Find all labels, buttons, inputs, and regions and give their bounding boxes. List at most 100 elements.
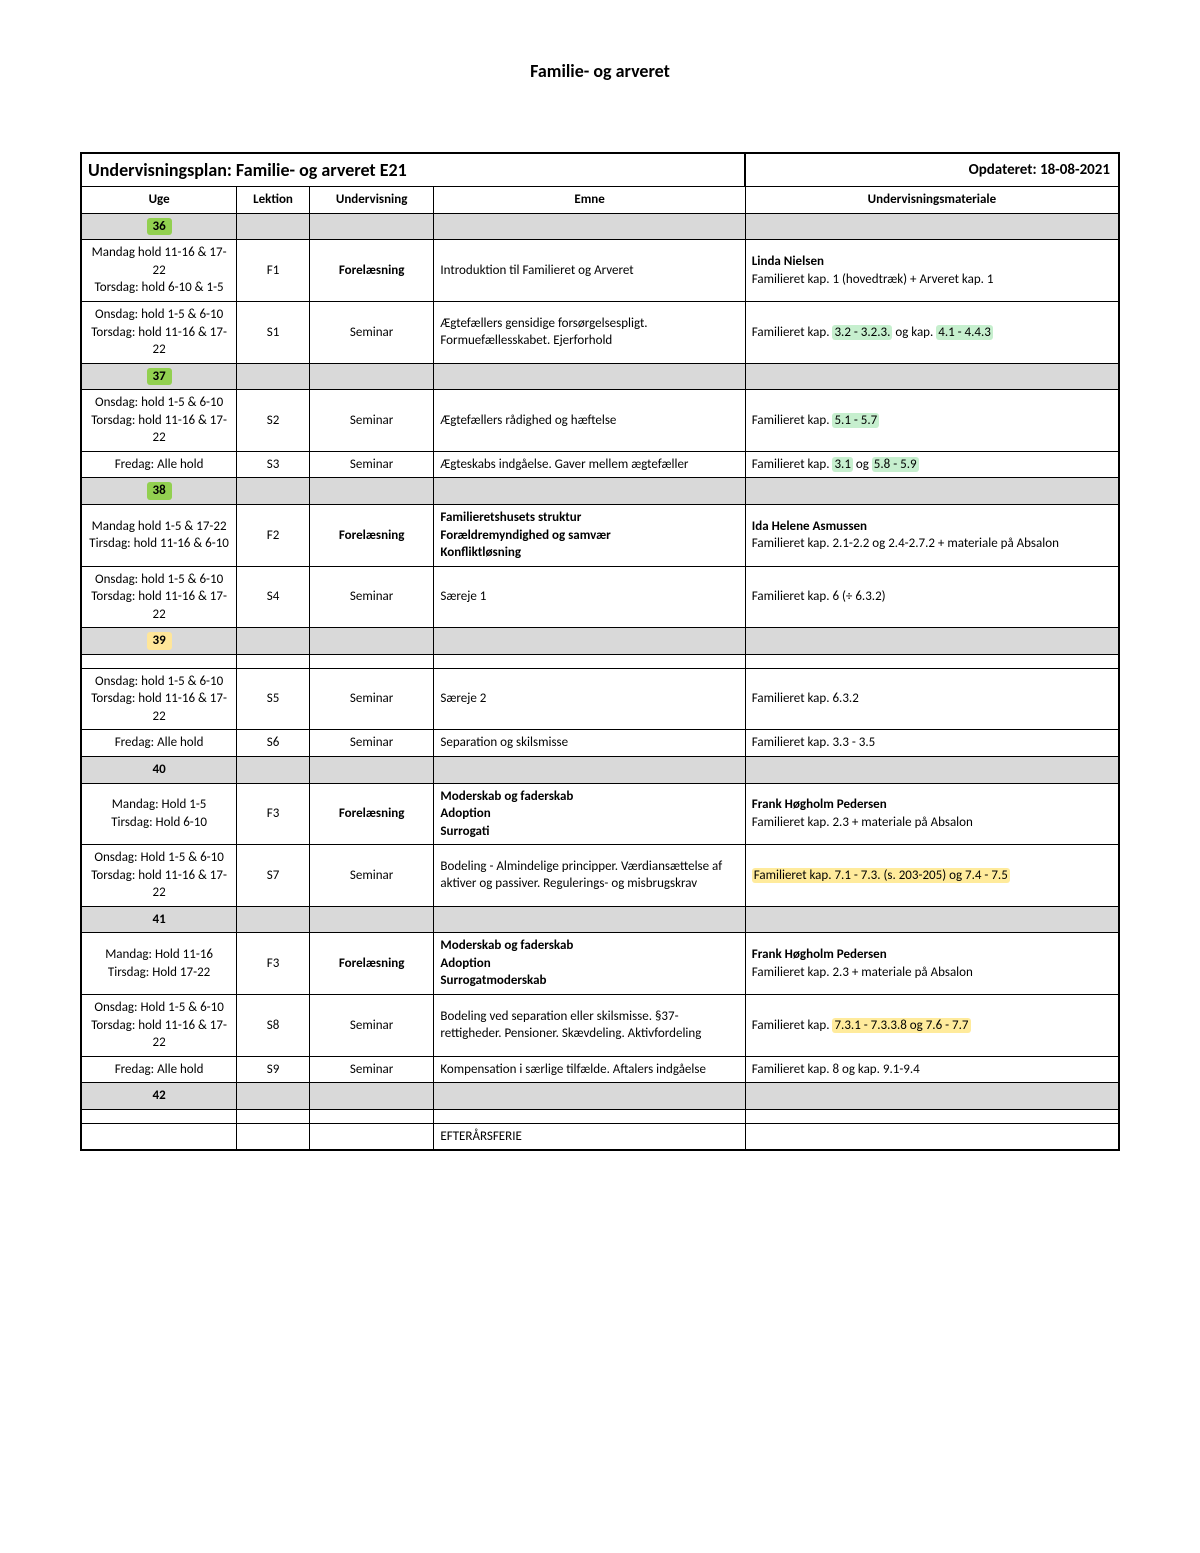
lektion-cell: F3 <box>237 783 310 845</box>
undervisning-cell: Seminar <box>309 730 434 757</box>
lektion-cell: F2 <box>237 504 310 566</box>
uge-cell: Onsdag: Hold 1-5 & 6-10Torsdag: hold 11-… <box>81 994 237 1056</box>
header-lektion: Lektion <box>237 187 310 214</box>
lektion-cell: F3 <box>237 933 310 995</box>
table-row: Mandag: Hold 11-16Tirsdag: Hold 17-22 F3… <box>81 933 1119 995</box>
emne-cell: Moderskab og faderskabAdoptionSurrogatmo… <box>434 933 745 995</box>
uge-cell: Fredag: Alle hold <box>81 1056 237 1083</box>
materiale-cell: Familieret kap. 6.3.2 <box>745 668 1119 730</box>
undervisning-cell: Forelæsning <box>309 240 434 302</box>
uge-cell: Onsdag: Hold 1-5 & 6-10Torsdag: hold 11-… <box>81 845 237 907</box>
materiale-cell: Familieret kap. 3.1 og 5.8 - 5.9 <box>745 451 1119 478</box>
header-materiale: Undervisningsmateriale <box>745 187 1119 214</box>
plan-table: Undervisningsplan: Familie- og arveret E… <box>80 152 1120 1151</box>
instructor-name: Frank Høgholm Pedersen <box>752 797 887 812</box>
plan-title: Undervisningsplan: Familie- og arveret E… <box>81 153 745 187</box>
undervisning-cell: Seminar <box>309 302 434 364</box>
instructor-name: Linda Nielsen <box>752 254 824 269</box>
emne-cell: Ægtefællers gensidige forsørgelsespligt.… <box>434 302 745 364</box>
week-badge-39: 39 <box>147 632 172 650</box>
week-row-39: 39 <box>81 628 1119 655</box>
updated-label: Opdateret: 18-08-2021 <box>745 153 1119 187</box>
lektion-cell: F1 <box>237 240 310 302</box>
materiale-cell: Ida Helene Asmussen Familieret kap. 2.1-… <box>745 504 1119 566</box>
table-row: Onsdag: Hold 1-5 & 6-10Torsdag: hold 11-… <box>81 994 1119 1056</box>
week-badge-36: 36 <box>147 218 172 236</box>
materiale-cell: Familieret kap. 3.2 - 3.2.3. og kap. 4.1… <box>745 302 1119 364</box>
uge-cell: Fredag: Alle hold <box>81 451 237 478</box>
materiale-cell: Familieret kap. 8 og kap. 9.1-9.4 <box>745 1056 1119 1083</box>
header-row: Uge Lektion Undervisning Emne Undervisni… <box>81 187 1119 214</box>
materiale-cell: Linda Nielsen Familieret kap. 1 (hovedtr… <box>745 240 1119 302</box>
materiale-cell: Frank Høgholm Pedersen Familieret kap. 2… <box>745 933 1119 995</box>
table-row: Mandag: Hold 1-5Tirsdag: Hold 6-10 F3 Fo… <box>81 783 1119 845</box>
header-undervisning: Undervisning <box>309 187 434 214</box>
table-row: EFTERÅRSFERIE <box>81 1123 1119 1150</box>
table-row: Mandag hold 1-5 & 17-22Tirsdag: hold 11-… <box>81 504 1119 566</box>
undervisning-cell: Seminar <box>309 1056 434 1083</box>
table-row: Fredag: Alle hold S3 Seminar Ægteskabs i… <box>81 451 1119 478</box>
highlight: 5.8 - 5.9 <box>872 457 919 472</box>
uge-cell: Onsdag: hold 1-5 & 6-10Torsdag: hold 11-… <box>81 390 237 452</box>
undervisning-cell: Forelæsning <box>309 783 434 845</box>
week-row-40: 40 <box>81 756 1119 783</box>
week-row-36: 36 <box>81 213 1119 240</box>
undervisning-cell: Forelæsning <box>309 933 434 995</box>
week-row-41: 41 <box>81 906 1119 933</box>
undervisning-cell: Seminar <box>309 845 434 907</box>
materiale-cell: Familieret kap. 7.1 - 7.3. (s. 203-205) … <box>745 845 1119 907</box>
uge-cell: Onsdag: hold 1-5 & 6-10Torsdag: hold 11-… <box>81 668 237 730</box>
highlight: 3.2 - 3.2.3. <box>832 325 892 340</box>
emne-cell: Moderskab og faderskabAdoptionSurrogati <box>434 783 745 845</box>
table-row: Fredag: Alle hold S6 Seminar Separation … <box>81 730 1119 757</box>
header-uge: Uge <box>81 187 237 214</box>
uge-cell: Mandag: Hold 1-5Tirsdag: Hold 6-10 <box>81 783 237 845</box>
lektion-cell: S8 <box>237 994 310 1056</box>
emne-cell: Ægteskabs indgåelse. Gaver mellem ægtefæ… <box>434 451 745 478</box>
table-row: Onsdag: hold 1-5 & 6-10Torsdag: hold 11-… <box>81 566 1119 628</box>
week-badge-38: 38 <box>147 482 172 500</box>
uge-cell: Fredag: Alle hold <box>81 730 237 757</box>
emne-cell: Kompensation i særlige tilfælde. Aftaler… <box>434 1056 745 1083</box>
table-row: Onsdag: Hold 1-5 & 6-10Torsdag: hold 11-… <box>81 845 1119 907</box>
highlight: 7.3.1 - 7.3.3.8 og 7.6 - 7.7 <box>832 1018 970 1033</box>
table-row: Onsdag: hold 1-5 & 6-10Torsdag: hold 11-… <box>81 390 1119 452</box>
undervisning-cell: Seminar <box>309 390 434 452</box>
lektion-cell: S9 <box>237 1056 310 1083</box>
materiale-cell: Familieret kap. 6 (÷ 6.3.2) <box>745 566 1119 628</box>
undervisning-cell: Forelæsning <box>309 504 434 566</box>
week-badge-40: 40 <box>81 756 237 783</box>
materiale-cell: Frank Høgholm Pedersen Familieret kap. 2… <box>745 783 1119 845</box>
week-badge-37: 37 <box>147 368 172 386</box>
week-row-37: 37 <box>81 363 1119 390</box>
title-row: Undervisningsplan: Familie- og arveret E… <box>81 153 1119 187</box>
materiale-cell: Familieret kap. 5.1 - 5.7 <box>745 390 1119 452</box>
emne-cell: Ægtefællers rådighed og hæftelse <box>434 390 745 452</box>
lektion-cell: S4 <box>237 566 310 628</box>
table-row: Onsdag: hold 1-5 & 6-10Torsdag: hold 11-… <box>81 302 1119 364</box>
table-row: Mandag hold 11-16 & 17-22Torsdag: hold 6… <box>81 240 1119 302</box>
highlight: 4.1 - 4.4.3 <box>936 325 993 340</box>
emne-cell: Særeje 2 <box>434 668 745 730</box>
uge-cell: Mandag hold 11-16 & 17-22Torsdag: hold 6… <box>81 240 237 302</box>
spacer-row <box>81 1109 1119 1123</box>
week-row-42: 42 <box>81 1083 1119 1110</box>
lektion-cell: S6 <box>237 730 310 757</box>
materiale-cell: Familieret kap. 3.3 - 3.5 <box>745 730 1119 757</box>
uge-cell: Mandag hold 1-5 & 17-22Tirsdag: hold 11-… <box>81 504 237 566</box>
instructor-name: Ida Helene Asmussen <box>752 519 867 534</box>
uge-cell: Onsdag: hold 1-5 & 6-10Torsdag: hold 11-… <box>81 302 237 364</box>
lektion-cell: S7 <box>237 845 310 907</box>
spacer-row <box>81 654 1119 668</box>
week-badge-42: 42 <box>81 1083 237 1110</box>
lektion-cell: S2 <box>237 390 310 452</box>
emne-cell: Særeje 1 <box>434 566 745 628</box>
highlight: 5.1 - 5.7 <box>832 413 879 428</box>
header-emne: Emne <box>434 187 745 214</box>
undervisning-cell: Seminar <box>309 668 434 730</box>
lektion-cell: S3 <box>237 451 310 478</box>
undervisning-cell: Seminar <box>309 994 434 1056</box>
highlight: Familieret kap. 7.1 - 7.3. (s. 203-205) … <box>752 868 1010 883</box>
emne-cell: Introduktion til Familieret og Arveret <box>434 240 745 302</box>
week-badge-41: 41 <box>81 906 237 933</box>
